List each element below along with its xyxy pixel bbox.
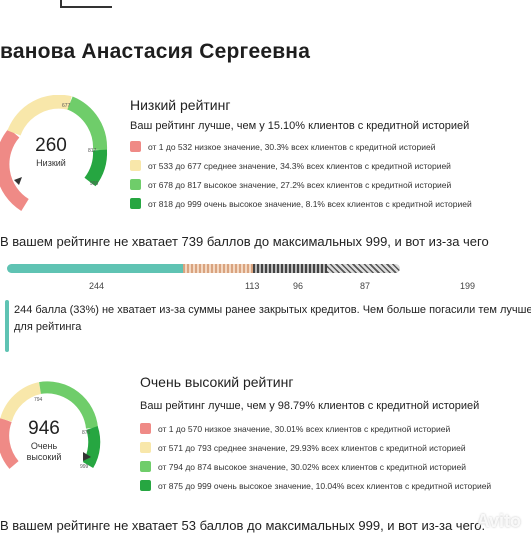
note-accent <box>5 300 9 352</box>
score-gauge-very-high <box>0 381 101 469</box>
legend-swatch-very-high <box>130 198 141 209</box>
score1-label: Низкий <box>36 158 66 168</box>
gauge2-tick-1: 794 <box>34 397 43 403</box>
bar-segment-3 <box>253 264 327 273</box>
gauge1-tick-1: 677 <box>62 103 71 109</box>
gauge1-tick-2: 817 <box>88 148 97 154</box>
legend-swatch-high <box>140 461 151 472</box>
breakdown-note: 244 балла (33%) не хватает из-за суммы р… <box>14 304 531 333</box>
bar-tick-label: 113 <box>245 281 260 291</box>
bar-segment-closed-credits <box>7 264 183 273</box>
score1-title: Низкий рейтинг <box>130 97 231 113</box>
score1-legend: от 1 до 532 низкое значение, 30.3% всех … <box>130 137 472 213</box>
score1-better-text: Ваш рейтинг лучше, чем у 15.10% клиентов… <box>130 120 470 132</box>
score-breakdown-bar <box>7 264 400 273</box>
score2-legend: от 1 до 570 низкое значение, 30.01% всех… <box>140 419 491 495</box>
person-name: ванова Анастасия Сергеевна <box>0 40 311 63</box>
score1-value: 260 <box>35 135 67 156</box>
score2-missing-text: В вашем рейтинге не хватает 53 баллов до… <box>0 518 486 533</box>
score2-value: 946 <box>28 418 60 439</box>
bar-tick-label: 244 <box>89 281 105 291</box>
legend-swatch-low <box>140 423 151 434</box>
bar-segment-2 <box>183 264 253 273</box>
legend-swatch-high <box>130 179 141 190</box>
gauge2-tick-3: 999 <box>80 464 89 470</box>
legend-item: от 571 до 793 среднее значение, 29.93% в… <box>140 438 491 457</box>
legend-item: от 533 до 677 среднее значение, 34.3% вс… <box>130 156 472 175</box>
legend-swatch-medium <box>130 160 141 171</box>
bar-tick-label: 199 <box>460 281 476 291</box>
gauge2-tick-2: 875 <box>82 430 91 436</box>
legend-swatch-medium <box>140 442 151 453</box>
avito-watermark: Avito <box>476 511 521 531</box>
score2-title: Очень высокий рейтинг <box>140 374 294 390</box>
score1-missing-text: В вашем рейтинге не хватает 739 баллов д… <box>0 234 489 249</box>
bar-tick-label: 96 <box>293 281 304 291</box>
header-fragment <box>60 0 112 8</box>
legend-swatch-low <box>130 141 141 152</box>
legend-item: от 818 до 999 очень высокое значение, 8.… <box>130 194 472 213</box>
bar-tick-label: 87 <box>360 281 371 291</box>
legend-item: от 875 до 999 очень высокое значение, 10… <box>140 476 491 495</box>
legend-item: от 794 до 874 высокое значение, 30.02% в… <box>140 457 491 476</box>
gauge1-tick-3: 999 <box>90 181 99 187</box>
legend-item: от 1 до 570 низкое значение, 30.01% всех… <box>140 419 491 438</box>
legend-item: от 1 до 532 низкое значение, 30.3% всех … <box>130 137 472 156</box>
legend-item: от 678 до 817 высокое значение, 27.2% вс… <box>130 175 472 194</box>
legend-swatch-very-high <box>140 480 151 491</box>
bar-segment-4 <box>327 264 400 273</box>
score2-better-text: Ваш рейтинг лучше, чем у 98.79% клиентов… <box>140 400 480 412</box>
score-gauge-low <box>0 95 108 211</box>
score2-label: Очень высокий <box>26 441 62 462</box>
